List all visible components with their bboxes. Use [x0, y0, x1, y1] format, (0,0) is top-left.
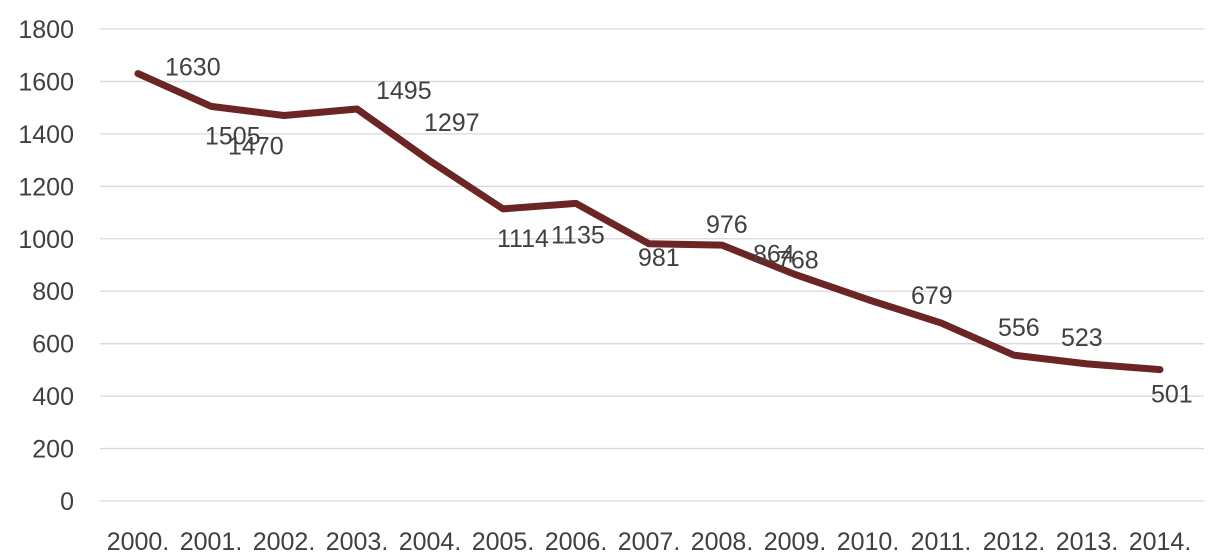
y-tick-label: 1000 [18, 226, 74, 254]
y-tick-label: 0 [60, 488, 74, 516]
data-label: 1297 [424, 109, 480, 137]
data-label: 981 [638, 244, 680, 272]
gridlines [100, 28, 1204, 502]
x-tick-label: 2006. [545, 528, 608, 555]
data-label: 976 [706, 211, 748, 239]
y-axis-tick-labels: 0 200 400 600 800 1000 1200 1400 1600 1800 [18, 16, 74, 516]
x-tick-label: 2010. [837, 528, 900, 555]
x-tick-label: 2004. [399, 528, 462, 555]
x-tick-label: 2002. [253, 528, 316, 555]
x-axis-tick-labels: 2000. 2001. 2002. 2003. 2004. 2005. 2006. 2007.… [107, 528, 1192, 555]
series-layer [134, 70, 1164, 374]
data-label: 1135 [551, 221, 605, 249]
x-tick-label: 2007. [618, 528, 681, 555]
x-tick-label: 2008. [691, 528, 754, 555]
data-label: 1630 [165, 54, 221, 82]
x-tick-label: 2001. [180, 528, 243, 555]
y-tick-label: 200 [32, 436, 74, 464]
data-label: 1505 [205, 122, 261, 150]
data-label: 1495 [376, 77, 432, 105]
x-tick-label: 2011. [911, 528, 972, 555]
data-label: 768 [777, 247, 819, 275]
x-tick-label: 2000. [107, 528, 170, 555]
data-label: 1470 [228, 133, 284, 161]
y-tick-label: 1200 [18, 173, 74, 201]
x-tick-label: 2014. [1129, 528, 1192, 555]
y-tick-label: 1800 [18, 16, 74, 44]
data-label: 864 [753, 240, 795, 268]
y-tick-label: 600 [32, 331, 74, 359]
y-tick-label: 400 [32, 383, 74, 411]
data-label: 523 [1061, 324, 1103, 352]
x-tick-label: 2013. [1056, 528, 1119, 555]
x-tick-label: 2012. [983, 528, 1046, 555]
x-tick-label: 2009. [764, 528, 827, 555]
x-tick-label: 2003. [326, 528, 389, 555]
y-tick-label: 1400 [18, 121, 74, 149]
y-tick-label: 800 [32, 278, 74, 306]
data-label: 501 [1151, 381, 1193, 409]
y-tick-label: 1600 [18, 68, 74, 96]
series-line [134, 70, 1164, 374]
x-tick-label: 2005. [472, 528, 535, 555]
data-label: 556 [998, 314, 1040, 342]
data-label: 1114 [497, 225, 549, 253]
data-label: 679 [911, 282, 953, 310]
